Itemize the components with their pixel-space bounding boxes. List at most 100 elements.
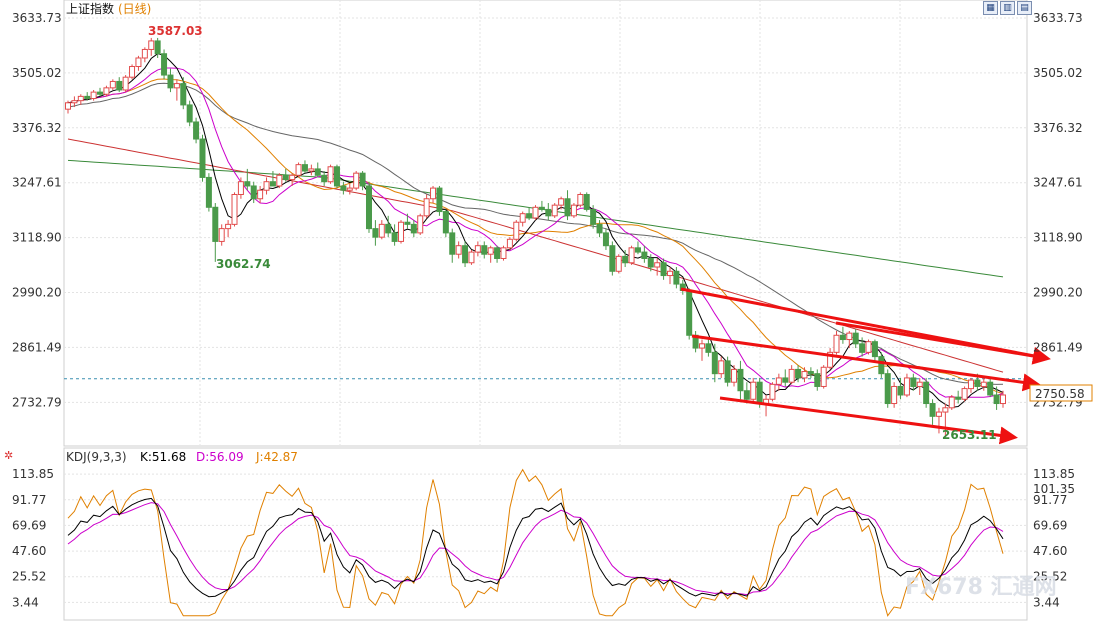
candle-body bbox=[404, 221, 411, 225]
candle-body bbox=[97, 91, 104, 95]
candle-body bbox=[186, 104, 193, 123]
toolbar-layout-icon-1[interactable]: ▦ bbox=[983, 1, 998, 15]
candle-body bbox=[263, 181, 270, 191]
high-label: 3587.03 bbox=[148, 24, 203, 38]
candle-body bbox=[622, 255, 629, 264]
kdj-j-label: J:42.87 bbox=[255, 450, 298, 464]
candle-body bbox=[903, 377, 910, 396]
candle-body bbox=[711, 351, 718, 375]
candle-body bbox=[827, 351, 834, 368]
candle-body bbox=[942, 407, 949, 413]
candle-body bbox=[551, 204, 558, 217]
candle-body bbox=[333, 166, 340, 187]
candle-body bbox=[212, 206, 219, 242]
candle-body bbox=[577, 193, 584, 206]
candle-body bbox=[673, 270, 680, 285]
candle-body bbox=[916, 381, 923, 387]
candle-body bbox=[814, 373, 821, 387]
candle-body bbox=[859, 343, 866, 353]
candle-body bbox=[436, 187, 443, 213]
toolbar-layout-icon-3[interactable]: ▤ bbox=[1017, 1, 1032, 15]
candle-body bbox=[987, 381, 994, 396]
candle-body bbox=[90, 91, 97, 100]
kdj-tick-left: 47.60 bbox=[12, 544, 46, 558]
candle-body bbox=[468, 251, 475, 264]
candle-body bbox=[237, 181, 244, 195]
trend-arrow bbox=[691, 334, 1041, 392]
candle-body bbox=[596, 223, 603, 234]
candle-body bbox=[218, 228, 225, 242]
candle-body bbox=[852, 332, 859, 345]
kdj-k-label: K:51.68 bbox=[140, 450, 186, 464]
chart-title: 上证指数 bbox=[66, 1, 114, 16]
candle-body bbox=[865, 341, 872, 353]
candle-body bbox=[84, 95, 91, 100]
axes: 3633.73 3633.73 3505.02 3505.02 3376.32 3376.… bbox=[12, 11, 1083, 609]
candle-body bbox=[199, 138, 206, 178]
candle-body bbox=[231, 193, 238, 225]
candle-body bbox=[282, 174, 289, 181]
candle-body bbox=[654, 262, 661, 268]
kdj-j-marker: 101.35 bbox=[1033, 482, 1075, 496]
candle-body bbox=[795, 368, 802, 379]
candle-body bbox=[378, 223, 385, 238]
kdj-tick-right: 25.52 bbox=[1033, 570, 1067, 584]
candle-body bbox=[961, 388, 968, 400]
candle-body bbox=[609, 245, 616, 272]
price-tick-left: 3633.73 bbox=[12, 11, 62, 25]
candle-body bbox=[391, 232, 398, 242]
grid-lines bbox=[63, 0, 1028, 621]
candle-body bbox=[788, 368, 795, 383]
candle-body bbox=[372, 228, 379, 238]
chart-period: (日线) bbox=[118, 2, 151, 16]
last-price-box bbox=[1029, 384, 1093, 402]
kdj-title: KDJ(9,3,3) bbox=[66, 450, 127, 464]
candle-body bbox=[833, 334, 840, 353]
candle-body bbox=[590, 208, 597, 225]
kdj-pane-border bbox=[63, 447, 1028, 621]
price-tick-left: 2732.79 bbox=[12, 395, 62, 409]
settings-gear-icon[interactable]: ✲ bbox=[4, 449, 13, 462]
candle-body bbox=[974, 379, 981, 387]
candle-body bbox=[148, 40, 155, 50]
candle-body bbox=[538, 206, 545, 210]
ma10-line bbox=[67, 67, 1004, 399]
candle-body bbox=[807, 371, 814, 375]
ma20-line bbox=[67, 78, 1004, 395]
candle-body bbox=[167, 74, 174, 89]
candle-body bbox=[135, 57, 142, 68]
candle-body bbox=[666, 270, 673, 277]
candle-body bbox=[519, 213, 526, 223]
candle-body bbox=[205, 176, 212, 208]
kdj-tick-right: 47.60 bbox=[1033, 544, 1067, 558]
candle-body bbox=[359, 172, 366, 187]
candle-body bbox=[154, 40, 161, 55]
candle-body bbox=[122, 76, 129, 91]
candle-body bbox=[628, 247, 635, 264]
trend-arrow bbox=[835, 321, 1046, 360]
candle-body bbox=[884, 373, 891, 405]
candle-body bbox=[430, 187, 437, 200]
candle-body bbox=[634, 247, 641, 253]
price-tick-left: 3376.32 bbox=[12, 121, 62, 135]
ma120-line bbox=[67, 138, 1004, 373]
candle-body bbox=[705, 343, 712, 353]
candle-body bbox=[141, 48, 148, 59]
candle-body bbox=[731, 368, 738, 383]
candle-body bbox=[308, 168, 315, 172]
candle-body bbox=[301, 164, 308, 172]
toolbar-layout-icon-2[interactable]: ▥ bbox=[1000, 1, 1015, 15]
candle-body bbox=[750, 381, 757, 400]
candle-body bbox=[891, 385, 898, 405]
price-tick-right: 3118.90 bbox=[1033, 231, 1083, 245]
candle-body bbox=[77, 95, 84, 102]
kdj-tick-right: 113.85 bbox=[1033, 467, 1075, 481]
candle-body bbox=[295, 164, 302, 176]
candle-body bbox=[641, 251, 648, 259]
candle-body bbox=[250, 185, 257, 200]
candle-body bbox=[602, 232, 609, 247]
candle-body bbox=[180, 83, 187, 106]
candle-body bbox=[257, 189, 264, 200]
candle-body bbox=[583, 193, 590, 210]
